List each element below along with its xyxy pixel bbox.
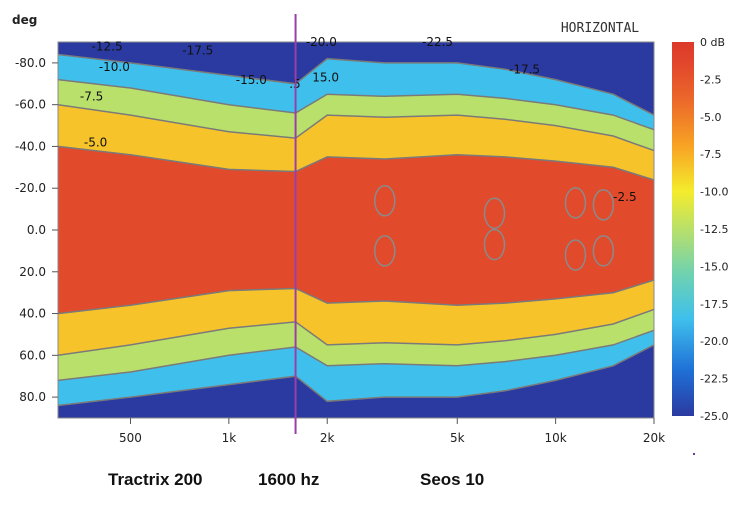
y-tick-label: 0.0 [27,223,46,237]
contour-label: -5.0 [84,135,107,149]
right-region-label: Seos 10 [420,470,485,489]
contour-line-bottom [58,279,654,315]
contour-island [483,228,506,261]
contour-label: -2.5 [613,190,636,204]
contour-label: -17.5 [182,44,213,58]
x-axis-ticks: 500 1k 2k 5k 10k 20k [119,418,665,445]
contour-label: 15.0 [312,71,339,85]
y-tick-label: 20.0 [19,265,46,279]
contour-label: -20.0 [306,35,337,49]
heatmap-plot [58,42,654,418]
x-tick-label: 5k [450,431,465,445]
contour-line-top [58,103,654,152]
y-tick-label: 80.0 [19,390,46,404]
x-tick-label: 500 [119,431,142,445]
colorbar-ticks: 0 dB -2.5 -5.0 -7.5 -10.0 -12.5 -15.0 -17.5 -20.… [700,36,728,423]
colorbar [672,42,694,416]
x-tick-label: 10k [545,431,567,445]
y-tick-label: 60.0 [19,348,46,362]
colorbar-tick-label: -15.0 [700,260,728,273]
colorbar-tick-label: -25.0 [700,410,728,423]
marker-label: 1600 hz [258,470,320,489]
contour-line-top [58,145,654,181]
contour-label: -10.0 [99,60,130,74]
contour-island [564,187,587,219]
contour-line-bottom [58,344,654,407]
y-tick-label: -40.0 [15,139,46,153]
contour-line-top [58,53,654,116]
contour-line-bottom [58,308,654,357]
chart-title: HORIZONTAL [561,21,639,36]
x-tick-label: 2k [320,431,335,445]
colorbar-tick-label: -22.5 [700,373,728,386]
colorbar-tick-label: -12.5 [700,223,728,236]
y-axis-unit: deg [12,13,37,27]
contour-label: -17.5 [509,62,540,76]
y-tick-label: 40.0 [19,307,46,321]
contour-island [374,235,396,267]
colorbar-tick-label: -2.5 [700,73,721,86]
contour-label: -12.5 [92,39,123,53]
contour-labels: -12.5-10.0-7.5-5.0-17.5-15.0-20.0.515.0-… [80,35,637,204]
colorbar-tick-label: -17.5 [700,298,728,311]
contour-line-bottom [58,329,654,382]
y-axis-ticks: -80.0 -60.0 -40.0 -20.0 0.0 20.0 40.0 60.0 80.0 [15,56,58,404]
contour-island [483,197,506,230]
y-tick-label: -60.0 [15,98,46,112]
contour-label: -15.0 [236,73,267,87]
contour-island [374,185,396,217]
contour-label: -7.5 [80,89,103,103]
colorbar-stray-dot [693,453,695,455]
left-region-label: Tractrix 200 [108,470,203,489]
x-tick-label: 1k [222,431,237,445]
contour-line-top [58,78,654,131]
y-tick-label: -80.0 [15,56,46,70]
contour-island [564,239,587,271]
colorbar-tick-label: 0 dB [700,36,725,49]
colorbar-tick-label: -7.5 [700,148,721,161]
contour-island [592,235,615,267]
x-tick-label: 20k [643,431,665,445]
heatmap-band-5 [58,146,654,314]
colorbar-tick-label: -5.0 [700,111,721,124]
colorbar-tick-label: -20.0 [700,335,728,348]
y-tick-label: -20.0 [15,181,46,195]
contour-island [592,189,615,221]
colorbar-tick-label: -10.0 [700,186,728,199]
contour-label: -22.5 [422,35,453,49]
